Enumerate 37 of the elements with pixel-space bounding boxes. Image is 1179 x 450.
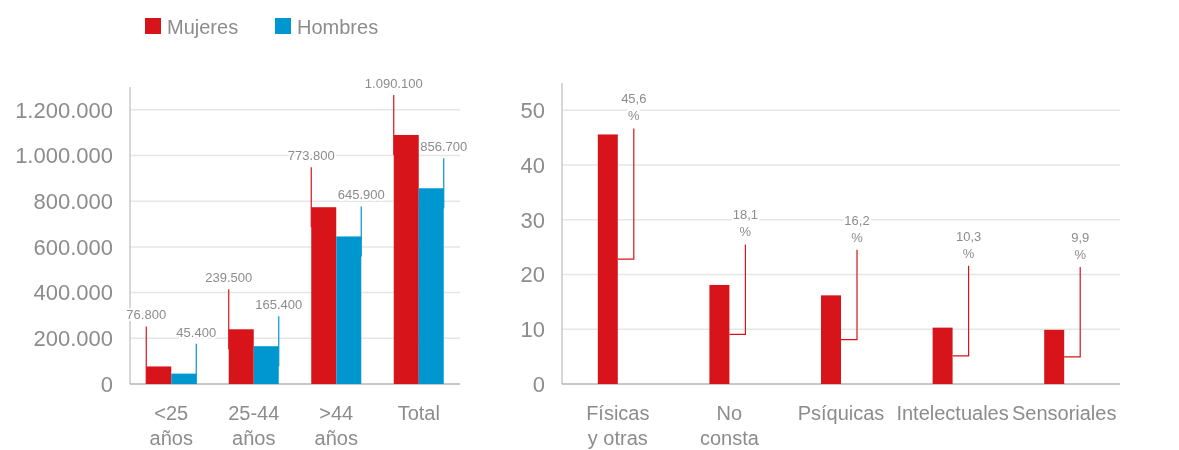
data-label: 16,2 % [844, 212, 870, 245]
y-tick-label: 30 [520, 207, 545, 233]
data-label: 45.400 [176, 324, 217, 340]
data-label: 1.090.100 [364, 75, 423, 91]
y-tick-label: 20 [520, 262, 545, 288]
y-tick-label: 400.000 [33, 280, 113, 306]
y-tick-label: 10 [520, 316, 545, 342]
x-tick-label: Sensoriales [1011, 402, 1117, 424]
y-tick-label: 50 [520, 98, 545, 124]
data-label: 9,9 % [1071, 229, 1090, 262]
x-tick-label: Intelectuales [896, 402, 1009, 424]
y-tick-label: 0 [532, 371, 545, 397]
data-label: 645.900 [337, 187, 385, 203]
data-label: 76.800 [126, 307, 167, 323]
legend-label: Mujeres [167, 16, 239, 38]
y-tick-label: 800.000 [33, 188, 113, 214]
y-tick-label: 40 [520, 152, 545, 178]
x-tick-label: Físicas y otras [586, 402, 650, 449]
y-tick-label: 600.000 [33, 234, 113, 260]
legend-label: Hombres [297, 16, 379, 38]
y-tick-label: 1.200.000 [15, 97, 113, 123]
x-tick-label: 25-44 años [228, 402, 280, 449]
x-tick-label: >44 años [314, 402, 358, 449]
data-label: 45,6 % [621, 91, 647, 124]
y-tick-label: 0 [100, 371, 113, 397]
y-tick-label: 200.000 [33, 326, 113, 352]
data-label: 239.500 [205, 270, 253, 286]
y-tick-label: 1.000.000 [15, 143, 113, 169]
x-tick-label: Psíquicas [797, 402, 885, 424]
data-label: 856.700 [420, 139, 468, 155]
x-tick-label: No consta [699, 402, 760, 449]
data-label: 165.400 [255, 297, 303, 313]
x-tick-label: <25 años [149, 402, 193, 449]
x-tick-label: Total [397, 402, 440, 424]
data-label: 10,3 % [955, 228, 982, 261]
data-label: 773.800 [287, 148, 335, 164]
data-label: 18,1 % [732, 207, 759, 240]
